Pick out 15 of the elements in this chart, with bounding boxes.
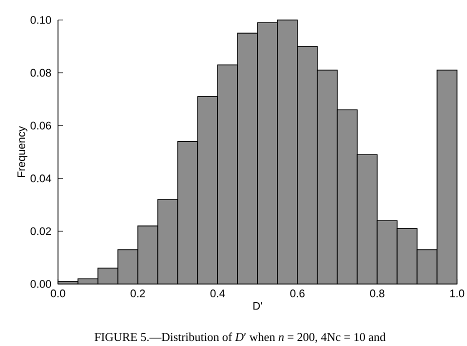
x-tick-label: 0.8 <box>370 290 384 298</box>
x-tick-label: 1.0 <box>450 290 464 298</box>
y-axis-title: Frequency <box>18 126 28 177</box>
caption: FIGURE 5.—Distribution of D′ when n = 200, 4Nc = 10 and <box>94 332 386 343</box>
y-tick-label: 0.02 <box>30 227 51 236</box>
y-tick-label: 0.10 <box>30 16 52 24</box>
x-tick-label: 0.4 <box>210 290 225 298</box>
y-tick-label: 0.00 <box>30 280 52 288</box>
y-tick-label: 0.06 <box>30 122 51 130</box>
x-tick-label: 0.2 <box>130 290 145 298</box>
x-tick-label: 0.0 <box>50 290 66 298</box>
x-axis-title: D' <box>253 302 262 310</box>
y-tick-label: 0.08 <box>30 68 51 77</box>
y-tick-label: 0.04 <box>30 174 52 182</box>
x-tick-label: 0.6 <box>290 290 305 298</box>
